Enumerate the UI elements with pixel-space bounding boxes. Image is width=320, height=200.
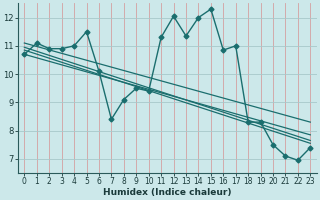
X-axis label: Humidex (Indice chaleur): Humidex (Indice chaleur)	[103, 188, 232, 197]
